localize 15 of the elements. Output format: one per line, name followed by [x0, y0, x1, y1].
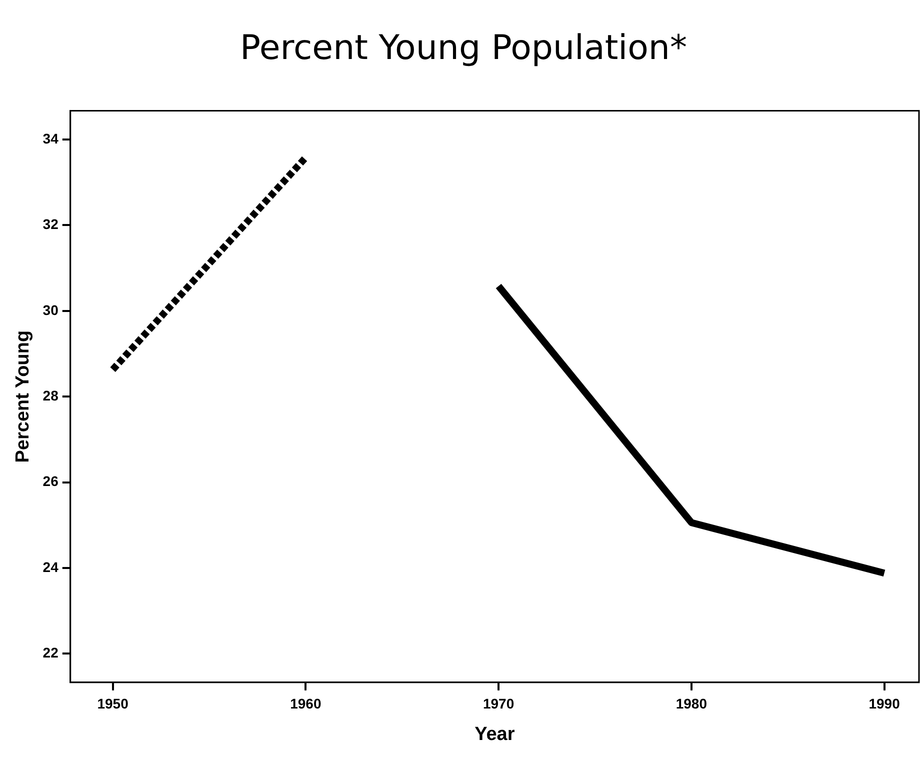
y-tick-label: 34: [42, 130, 59, 146]
x-tick-label: 1950: [97, 696, 129, 712]
y-tick-label: 32: [42, 216, 59, 232]
y-tick-label: 30: [42, 302, 59, 318]
x-tick-label: 1970: [482, 696, 514, 712]
chart-title: Percent Young Population*: [240, 28, 687, 68]
y-tick-label: 28: [42, 387, 59, 404]
x-tick-label: 1990: [868, 696, 900, 712]
x-tick-label: 1980: [676, 696, 708, 712]
y-tick-label: 24: [42, 558, 59, 575]
y-tick-label: 22: [42, 644, 59, 661]
y-axis-title: Percent Young: [12, 330, 34, 463]
x-axis-title: Year: [474, 724, 516, 745]
x-tick-label: 1960: [290, 696, 322, 712]
y-tick-label: 26: [42, 473, 59, 490]
